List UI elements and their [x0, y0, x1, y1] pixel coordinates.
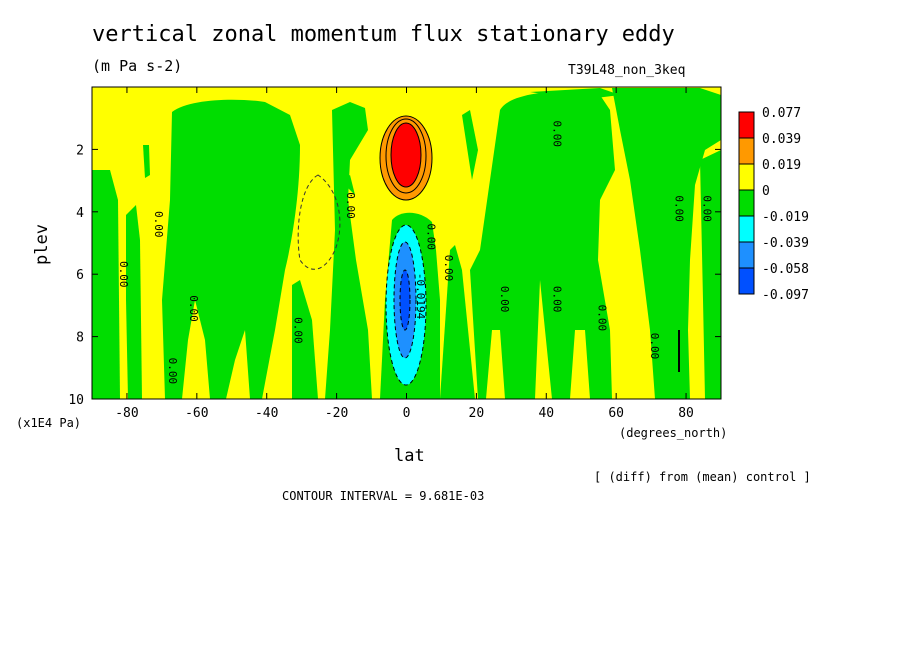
y-axis-label: plev	[32, 224, 52, 265]
colorbar-swatch	[738, 111, 755, 139]
x-axis-unit: (degrees_north)	[619, 426, 728, 440]
colorbar-swatch	[738, 215, 755, 243]
contour-label: 0.00	[673, 195, 686, 222]
red-region	[391, 123, 421, 187]
run-label: T39L48_non_3keq	[568, 63, 686, 78]
contour-label: 0.00	[152, 211, 165, 238]
contour-label: 0.00	[166, 358, 179, 385]
colorbar-swatch	[738, 267, 755, 295]
green-region	[143, 145, 150, 178]
colorbar-swatch	[738, 137, 755, 165]
contour-line	[390, 122, 422, 188]
colorbar-label: -0.039	[762, 236, 809, 251]
green-region	[530, 88, 620, 100]
y-tick-label: 6	[76, 268, 84, 283]
contour-line	[385, 224, 427, 386]
y-tick-label: 8	[76, 331, 84, 346]
contour-label: 0.00	[442, 255, 455, 282]
colorbar-label: 0	[762, 184, 770, 199]
y-tick-label: 2	[76, 143, 84, 158]
contour-labels: 0.00 0.00 0.00 0.00 0.00 0.00 0.00 0.00 0.00 0.00…	[117, 121, 714, 385]
x-tick-label: 80	[678, 406, 694, 421]
deep-blue-region	[400, 270, 410, 330]
x-axis-label: lat	[394, 446, 425, 466]
y-tick-label: 4	[76, 206, 84, 221]
green-region	[92, 170, 120, 399]
y-axis-unit: (x1E4 Pa)	[16, 416, 82, 430]
x-tick-label: -40	[255, 406, 278, 421]
colorbar-label: 0.039	[762, 132, 801, 147]
contour-line	[385, 118, 427, 194]
y-tick-label: 10	[68, 393, 84, 408]
contour-line	[399, 269, 411, 331]
contour-label: 0.00	[424, 224, 437, 251]
colorbar-swatch	[738, 163, 755, 191]
green-region	[462, 110, 478, 180]
contour-label: 0.00	[187, 295, 200, 322]
x-tick-label: 40	[538, 406, 554, 421]
green-region	[292, 280, 318, 399]
green-region	[340, 175, 355, 195]
contour-line	[379, 115, 433, 201]
chart-units: (m Pa s-2)	[92, 57, 183, 75]
green-region	[440, 245, 475, 399]
colorbar-swatch	[738, 241, 755, 269]
x-axis: -80 -60 -40 -20 0 20 40 60 80	[115, 87, 694, 421]
contour-label: 0.00	[596, 305, 609, 332]
green-region	[162, 99, 300, 399]
green-region	[612, 88, 721, 399]
x-tick-label: 20	[469, 406, 485, 421]
colorbar-swatch	[738, 189, 755, 217]
colorbar-label: -0.097	[762, 288, 809, 303]
colorbar: 0.077 0.039 0.019 0 -0.019 -0.039 -0.058 -0.097	[738, 106, 809, 303]
contour-fills	[92, 87, 721, 399]
x-tick-label: 0	[403, 406, 411, 421]
green-region	[325, 102, 372, 399]
green-region	[470, 91, 615, 399]
contour-label: -0.0194	[414, 273, 427, 320]
contour-label: 0.00	[550, 121, 563, 148]
contour-interval: CONTOUR INTERVAL = 9.681E-03	[282, 489, 485, 503]
contour-label: 0.00	[498, 286, 511, 313]
contour-label: 0.00	[701, 195, 714, 222]
colorbar-label: 0.019	[762, 158, 801, 173]
x-tick-label: 60	[608, 406, 624, 421]
x-tick-label: -60	[185, 406, 208, 421]
contour-label: 0.00	[344, 192, 357, 219]
colorbar-label: -0.019	[762, 210, 809, 225]
contour-label: 0.00	[117, 261, 130, 288]
y-axis: 2 4 6 8 10	[68, 143, 721, 408]
colorbar-label: 0.077	[762, 106, 801, 121]
colorbar-label: -0.058	[762, 262, 809, 277]
contour-line	[393, 241, 417, 359]
contour-line	[297, 174, 341, 270]
contour-label: 0.00	[648, 333, 661, 360]
x-tick-label: -20	[325, 406, 348, 421]
chart-title: vertical zonal momentum flux stationary …	[92, 22, 675, 47]
contour-label: 0.00	[550, 286, 563, 313]
contour-label: 0.00	[292, 317, 305, 344]
green-region	[126, 205, 142, 399]
x-tick-label: -80	[115, 406, 138, 421]
diff-note: [ (diff) from (mean) control ]	[594, 470, 811, 484]
